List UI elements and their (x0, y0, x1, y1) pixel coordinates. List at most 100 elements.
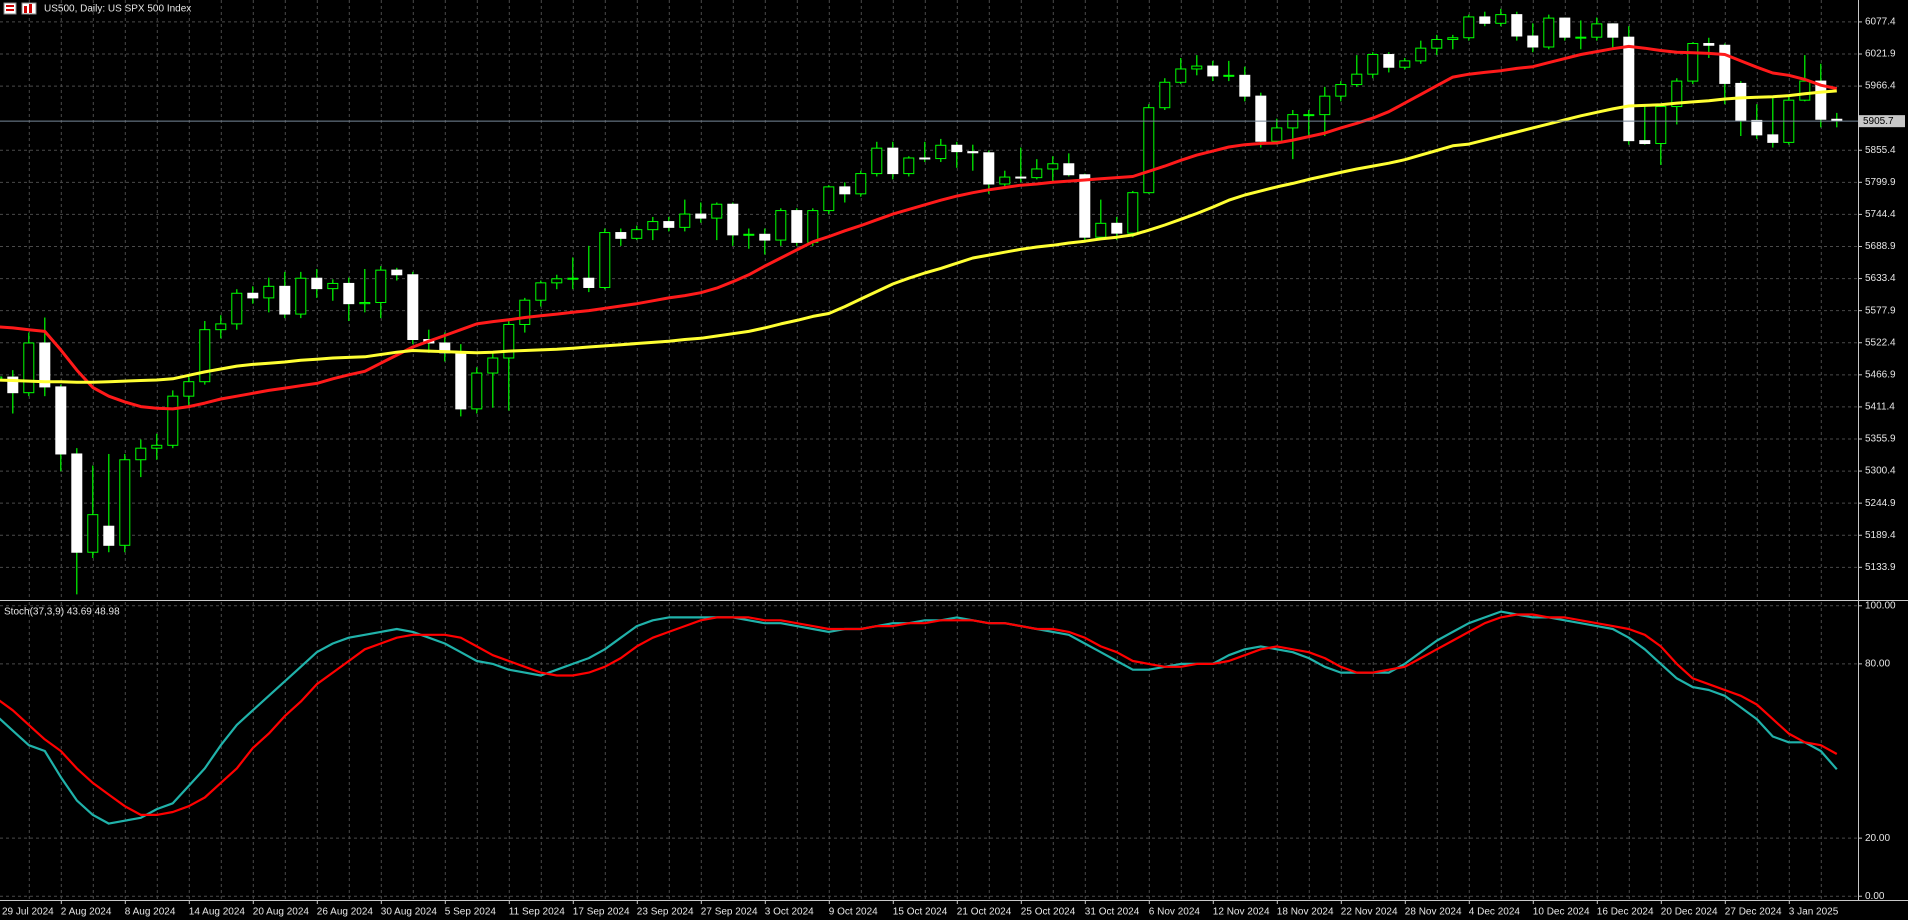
x-tick-label: 9 Oct 2024 (829, 907, 878, 918)
x-tick-label: 27 Dec 2024 (1725, 907, 1782, 918)
candle-body (455, 352, 467, 410)
symbol-icons (3, 2, 37, 15)
candle-body (1543, 17, 1555, 48)
last-price-label: 5905.7 (1863, 116, 1894, 127)
candle-body (615, 232, 627, 239)
candle-body (1607, 23, 1619, 38)
candle-body (951, 144, 963, 153)
candle-body (1447, 37, 1459, 40)
candle-body (471, 372, 483, 410)
candle-body (1703, 43, 1715, 46)
y-tick-label: 5522.4 (1865, 337, 1896, 348)
candle-body (887, 147, 899, 175)
y-tick-label: 5799.9 (1865, 177, 1896, 188)
x-tick-label: 10 Dec 2024 (1533, 907, 1590, 918)
candle-body (1591, 23, 1603, 38)
candle-body (407, 274, 419, 341)
candle-body (743, 233, 755, 236)
y-tick-label: 5355.9 (1865, 434, 1896, 445)
candle-body (1751, 119, 1763, 136)
last-price-box (1859, 115, 1905, 128)
candle-body (967, 151, 979, 154)
candle-body (7, 376, 19, 394)
grid (0, 0, 1858, 900)
x-tick-label: 31 Oct 2024 (1085, 907, 1140, 918)
candle-body (103, 525, 115, 546)
candle-body (295, 277, 307, 315)
x-tick-label: 8 Aug 2024 (125, 907, 176, 918)
candle-body (1127, 192, 1139, 234)
x-tick-label: 25 Oct 2024 (1021, 907, 1076, 918)
x-tick-label: 3 Jan 2025 (1789, 907, 1839, 918)
candle-body (1767, 134, 1779, 143)
candle-body (1511, 14, 1523, 37)
candle-body (999, 176, 1011, 185)
candle-body (263, 285, 275, 299)
y-tick-label: 5300.4 (1865, 466, 1896, 477)
candle-body (679, 213, 691, 228)
x-tick-label: 17 Sep 2024 (573, 907, 630, 918)
candle-body (327, 282, 339, 290)
candle-body (1495, 14, 1507, 24)
candle-body (1015, 176, 1027, 179)
candle-body (311, 277, 323, 290)
y-tick-label: 5688.9 (1865, 241, 1896, 252)
candle-body (1111, 222, 1123, 234)
x-tick-label: 28 Nov 2024 (1405, 907, 1462, 918)
candle-body (0, 376, 3, 380)
series-line (0, 89, 1837, 384)
x-tick-label: 4 Dec 2024 (1469, 907, 1521, 918)
candle-body (23, 342, 35, 394)
x-tick-label: 18 Nov 2024 (1277, 907, 1334, 918)
candle-body (1623, 36, 1635, 142)
icon (3, 2, 17, 15)
x-tick-label: 6 Nov 2024 (1149, 907, 1201, 918)
x-tick-label: 20 Aug 2024 (253, 907, 310, 918)
candle-body (791, 210, 803, 243)
candle-body (1431, 38, 1443, 49)
x-tick-label: 3 Oct 2024 (765, 907, 814, 918)
icon (29, 4, 32, 13)
candle-body (199, 329, 211, 383)
y-tick-label: 100.00 (1865, 600, 1896, 611)
candle-body (231, 292, 243, 325)
candle-body (1159, 81, 1171, 109)
candle-body (55, 386, 67, 455)
candle-body (247, 292, 259, 299)
candle-body (935, 144, 947, 160)
candle-body (983, 152, 995, 185)
candle-body (1687, 43, 1699, 82)
y-tick-label: 5577.9 (1865, 305, 1896, 316)
candle-body (695, 213, 707, 219)
x-tick-label: 12 Nov 2024 (1213, 907, 1270, 918)
candle-body (1639, 140, 1651, 145)
x-tick-label: 27 Sep 2024 (701, 907, 758, 918)
candle-body (359, 302, 371, 305)
candle-body (1271, 127, 1283, 142)
x-tick-label: 21 Oct 2024 (957, 907, 1012, 918)
x-tick-label: 30 Aug 2024 (381, 907, 438, 918)
candle-body (151, 444, 163, 449)
candle-body (1383, 54, 1395, 68)
x-tick-label: 5 Sep 2024 (445, 907, 497, 918)
candle-body (631, 229, 643, 239)
candle-body (871, 147, 883, 175)
candle-body (727, 203, 739, 236)
candle-body (1799, 80, 1811, 101)
candle-body (1223, 74, 1235, 77)
candle-body (503, 323, 515, 359)
x-tick-label: 11 Sep 2024 (509, 907, 565, 918)
candle-body (519, 299, 531, 325)
candle-body (1255, 95, 1267, 142)
y-tick-label: 5855.4 (1865, 145, 1896, 156)
y-tick-label: 0.00 (1865, 891, 1885, 902)
candle-body (1175, 68, 1187, 83)
y-tick-label: 80.00 (1865, 659, 1890, 670)
candle-body (919, 157, 931, 160)
y-tick-label: 6021.9 (1865, 49, 1896, 60)
candle-body (1559, 17, 1571, 38)
candle-body (375, 269, 387, 304)
candle-body (1815, 80, 1827, 120)
